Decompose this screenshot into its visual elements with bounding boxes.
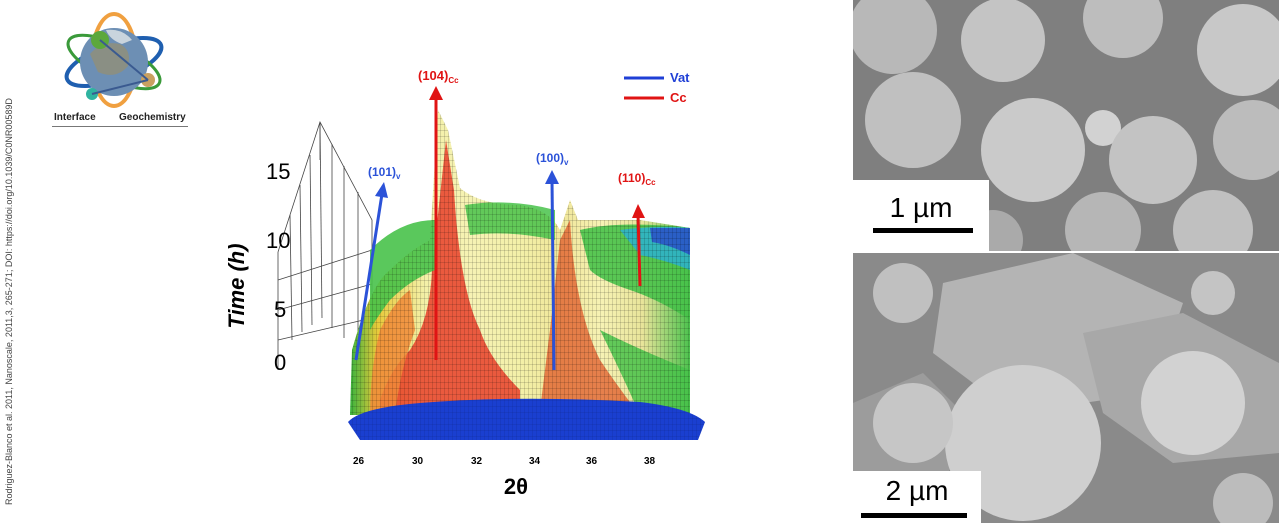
globe-logo-icon — [64, 12, 164, 108]
xrd-surface-figure: Time (h) 15 10 5 0 26 30 32 34 36 38 2θ — [220, 70, 760, 515]
scale-bar-box: 1 µm — [853, 180, 989, 251]
peak-arrow-100 — [545, 170, 559, 371]
x-tick-label: 36 — [586, 456, 598, 467]
x-tick-label: 34 — [529, 456, 541, 467]
scale-label: 2 µm — [885, 475, 949, 506]
scale-label: 1 µm — [889, 192, 953, 223]
interface-geochemistry-logo: Interface Geochemistry — [52, 10, 192, 128]
peak-arrow-104 — [429, 86, 443, 360]
y-tick-label: 10 — [266, 228, 290, 253]
logo-underline — [52, 126, 188, 127]
citation-text: Rodriguez-Blanco et al. 2011, Nanoscale,… — [2, 0, 16, 523]
legend: Vat Cc — [624, 70, 690, 105]
x-tick-label: 26 — [353, 456, 365, 467]
sem-image-rhombohedra: 2 µm — [853, 253, 1279, 523]
peak-label-100: (100)v — [536, 151, 569, 167]
y-tick-label: 5 — [274, 297, 286, 322]
legend-entry-cc: Cc — [670, 90, 687, 105]
y-tick-label: 15 — [266, 159, 290, 184]
scale-bar — [861, 513, 967, 518]
peak-arrow-110 — [632, 204, 645, 287]
y-tick-label: 0 — [274, 350, 286, 375]
peak-label-101: (101)v — [368, 165, 401, 181]
x-tick-label: 32 — [471, 456, 483, 467]
scale-bar — [873, 228, 973, 233]
logo-word-interface: Interface — [54, 112, 96, 123]
x-tick-label: 30 — [412, 456, 424, 467]
x-axis-label: 2θ — [504, 474, 528, 499]
peak-label-104: (104)Cc — [418, 70, 459, 85]
peak-arrow-101 — [354, 182, 388, 361]
surface-body — [348, 110, 705, 440]
x-tick-label: 38 — [644, 456, 656, 467]
peak-label-110: (110)Cc — [618, 171, 656, 187]
logo-word-geochemistry: Geochemistry — [119, 112, 186, 123]
legend-entry-vat: Vat — [670, 70, 690, 85]
y-axis-label: Time (h) — [224, 243, 249, 328]
citation-line: Rodriguez-Blanco et al. 2011, Nanoscale,… — [4, 98, 14, 505]
scale-bar-box: 2 µm — [853, 471, 981, 523]
sem-image-spheres: 1 µm — [853, 0, 1279, 251]
